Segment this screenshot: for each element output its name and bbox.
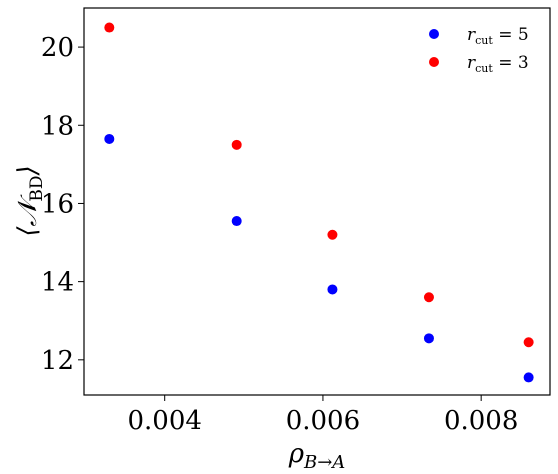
axis-ticks: 0.004 0.006 0.008 12 14 16 18 20 [41,33,518,436]
legend-label-rcut3-rest: = 3 [493,53,529,73]
data-points [104,22,534,383]
x-tick-label-2: 0.008 [444,406,518,436]
y-tick-label-1: 14 [41,268,74,298]
point-series0-2 [327,284,338,295]
y-axis-label: ⟨𝒩BD⟩ [13,165,47,236]
point-series1-2 [327,229,338,240]
x-axis-label-main: ρ [288,439,305,469]
y-axis-label-close: ⟩ [13,165,43,176]
point-series1-4 [523,337,534,348]
y-tick-label-0: 12 [41,346,74,376]
legend-marker-rcut5 [429,29,439,39]
legend-label-rcut3: rcut = 3 [467,53,529,75]
point-series0-4 [523,372,534,383]
y-axis-label-sub: BD [27,175,47,201]
x-tick-label-1: 0.006 [286,406,360,436]
y-tick-label-3: 18 [41,111,74,141]
point-series1-1 [231,139,242,150]
legend-label-rcut5-sub: cut [475,34,493,47]
legend-marker-rcut3 [429,57,439,67]
point-series0-3 [423,333,434,344]
point-series1-3 [423,292,434,303]
legend-label-rcut3-sub: cut [475,62,493,75]
point-series0-0 [104,133,115,144]
y-tick-label-2: 16 [41,189,74,219]
legend-label-rcut5-rest: = 5 [493,25,529,45]
legend-label-rcut3-main: r [467,53,476,73]
y-tick-label-4: 20 [41,33,74,63]
x-axis-label-sub: B→A [303,452,345,473]
x-tick-label-0: 0.004 [127,406,201,436]
plot-area-frame [83,7,551,396]
point-series1-0 [104,22,115,33]
legend-label-rcut5: rcut = 5 [467,25,529,47]
x-axis-label: ρB→A [288,439,346,473]
legend-label-rcut5-main: r [467,25,476,45]
point-series0-1 [231,216,242,227]
legend: rcut = 5 rcut = 3 [429,25,529,75]
